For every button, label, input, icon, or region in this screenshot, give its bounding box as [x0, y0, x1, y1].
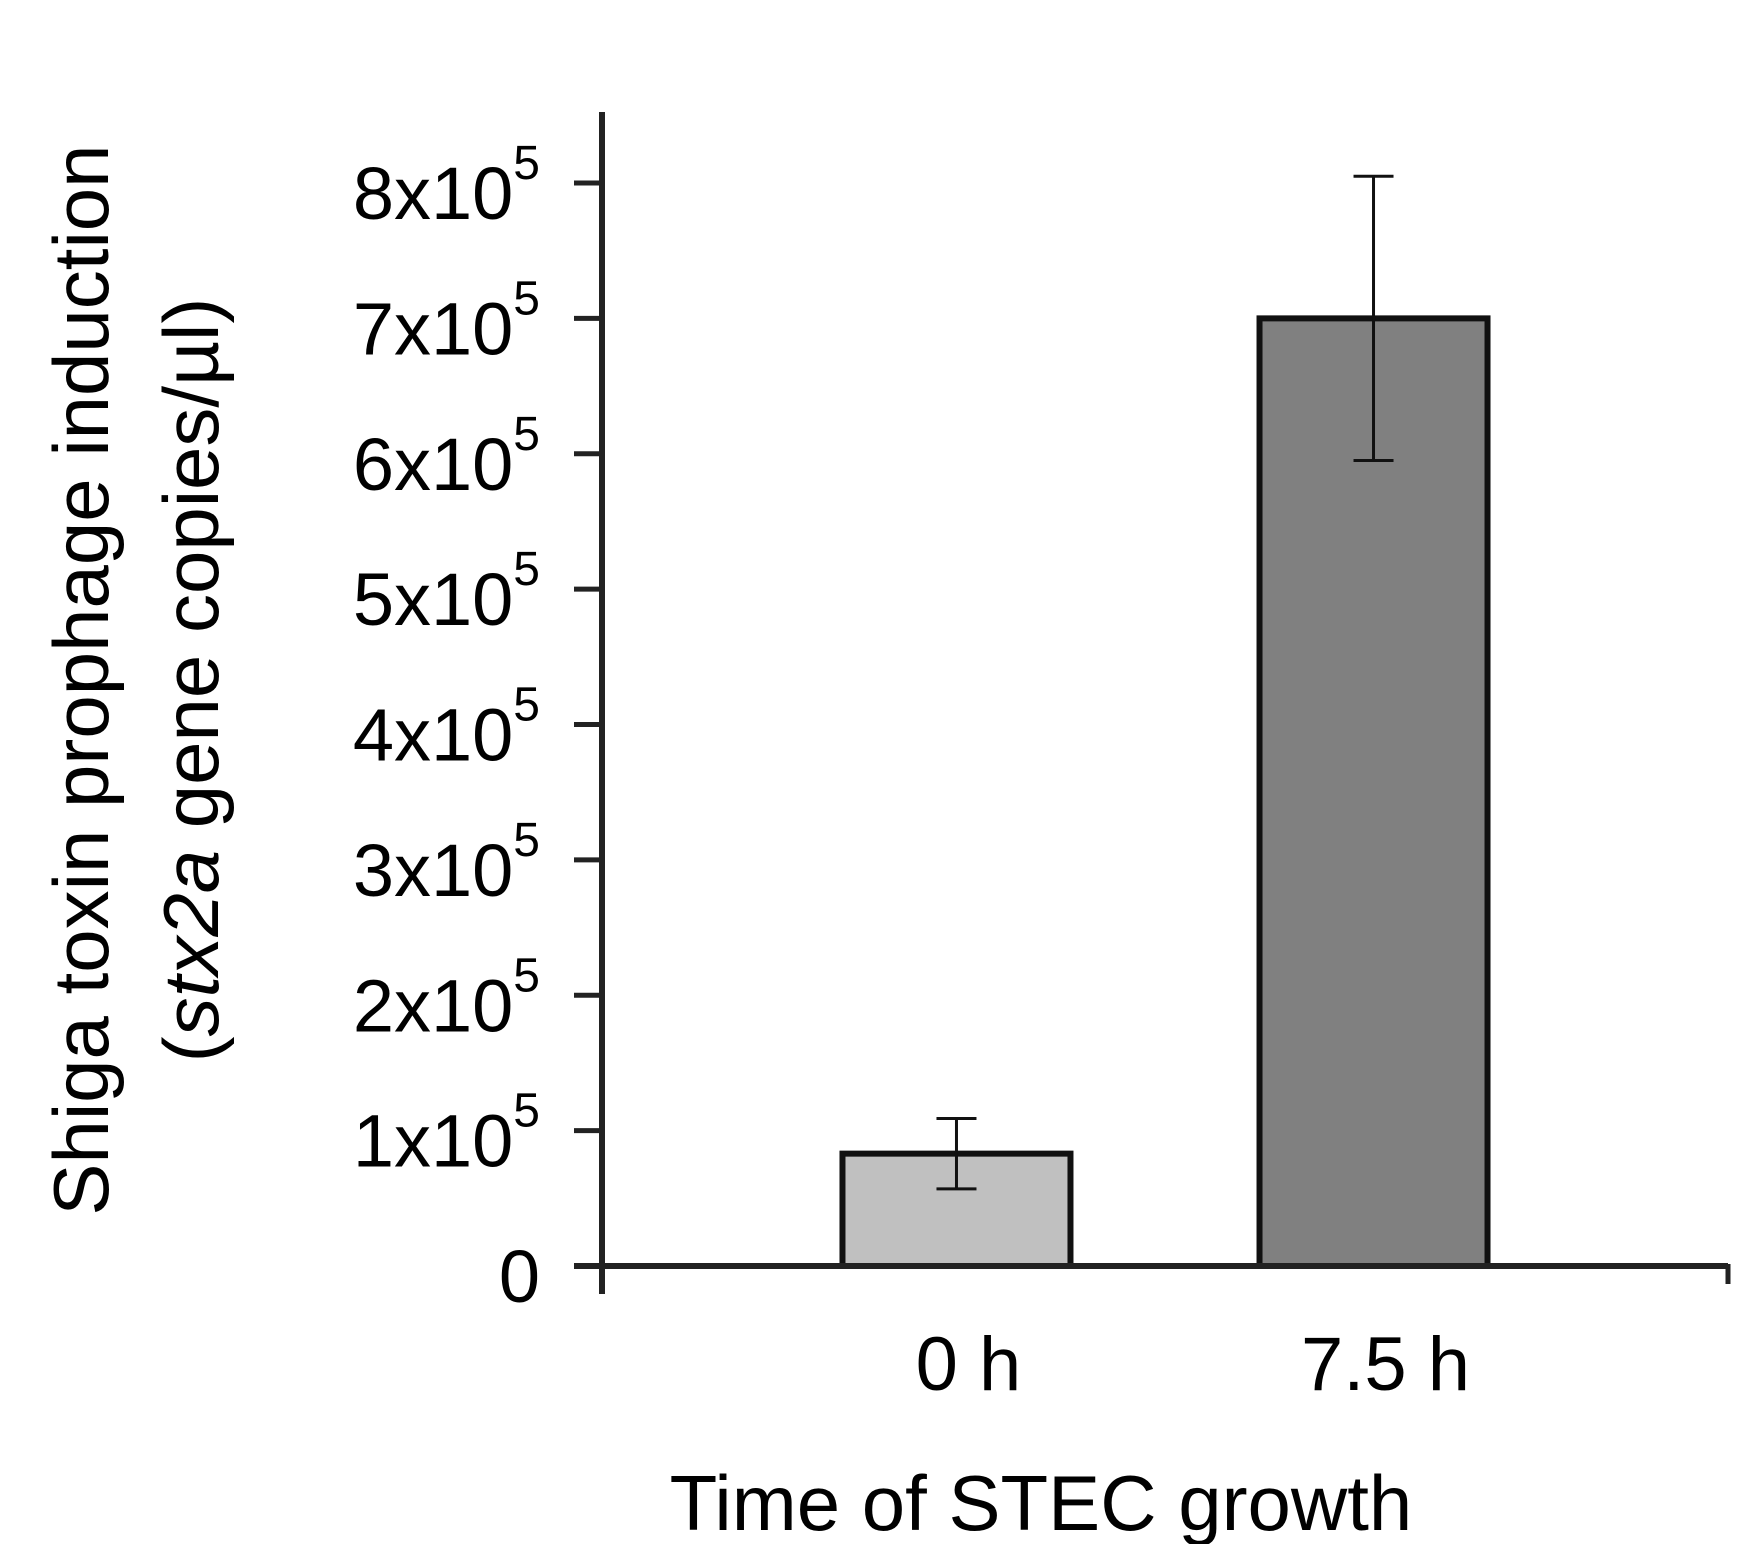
y-tick-mantissa: 7x10 [353, 287, 513, 370]
y-tick-mantissa: 1x10 [353, 1100, 513, 1183]
x-axis-title: Time of STEC growth [670, 1459, 1413, 1544]
x-category-label: 7.5 h [1301, 1322, 1470, 1407]
y-tick-label: 2x105 [353, 949, 540, 1047]
y-axis-title: Shiga toxin prophage induction (stx2a ge… [37, 144, 235, 1215]
y-axis-title-gene: stx2a [147, 850, 235, 1036]
y-tick-mantissa: 3x10 [353, 829, 513, 912]
y-tick-mantissa: 8x10 [353, 152, 513, 235]
y-tick-label: 1x105 [353, 1085, 540, 1183]
y-tick-label: 5x105 [353, 543, 540, 641]
y-axis-title-unit: gene copies/µl) [147, 298, 235, 850]
y-tick-exponent: 5 [513, 543, 540, 596]
y-tick-mantissa: 4x10 [353, 694, 513, 777]
y-tick-label: 6x105 [353, 408, 540, 506]
y-tick-mantissa: 6x10 [353, 423, 513, 506]
y-tick-exponent: 5 [513, 814, 540, 867]
y-tick-label: 7x105 [353, 272, 540, 370]
y-tick-exponent: 5 [513, 679, 540, 732]
x-axis-labels: 0 h 7.5 h [916, 1264, 1731, 1407]
y-tick-exponent: 5 [513, 408, 540, 461]
error-bars [936, 174, 1394, 1191]
y-tick-mantissa: 0 [499, 1235, 540, 1318]
y-axis-title-paren: ( [147, 1036, 235, 1062]
y-tick-label: 0 [499, 1235, 540, 1318]
y-axis-title-line2: (stx2a gene copies/µl) [147, 298, 235, 1063]
y-tick-label: 4x105 [353, 679, 540, 777]
y-tick-exponent: 5 [513, 272, 540, 325]
x-category-label: 0 h [916, 1322, 1022, 1407]
y-axis-title-line1: Shiga toxin prophage induction [37, 144, 125, 1215]
y-tick-mantissa: 5x10 [353, 558, 513, 641]
y-tick-mantissa: 2x10 [353, 964, 513, 1047]
y-tick-exponent: 5 [513, 137, 540, 190]
y-tick-label: 8x105 [353, 137, 540, 235]
y-tick-exponent: 5 [513, 949, 540, 1002]
y-tick-exponent: 5 [513, 1085, 540, 1138]
y-axis-ticks: 01x1052x1053x1054x1055x1056x1057x1058x10… [353, 137, 602, 1318]
y-tick-label: 3x105 [353, 814, 540, 912]
